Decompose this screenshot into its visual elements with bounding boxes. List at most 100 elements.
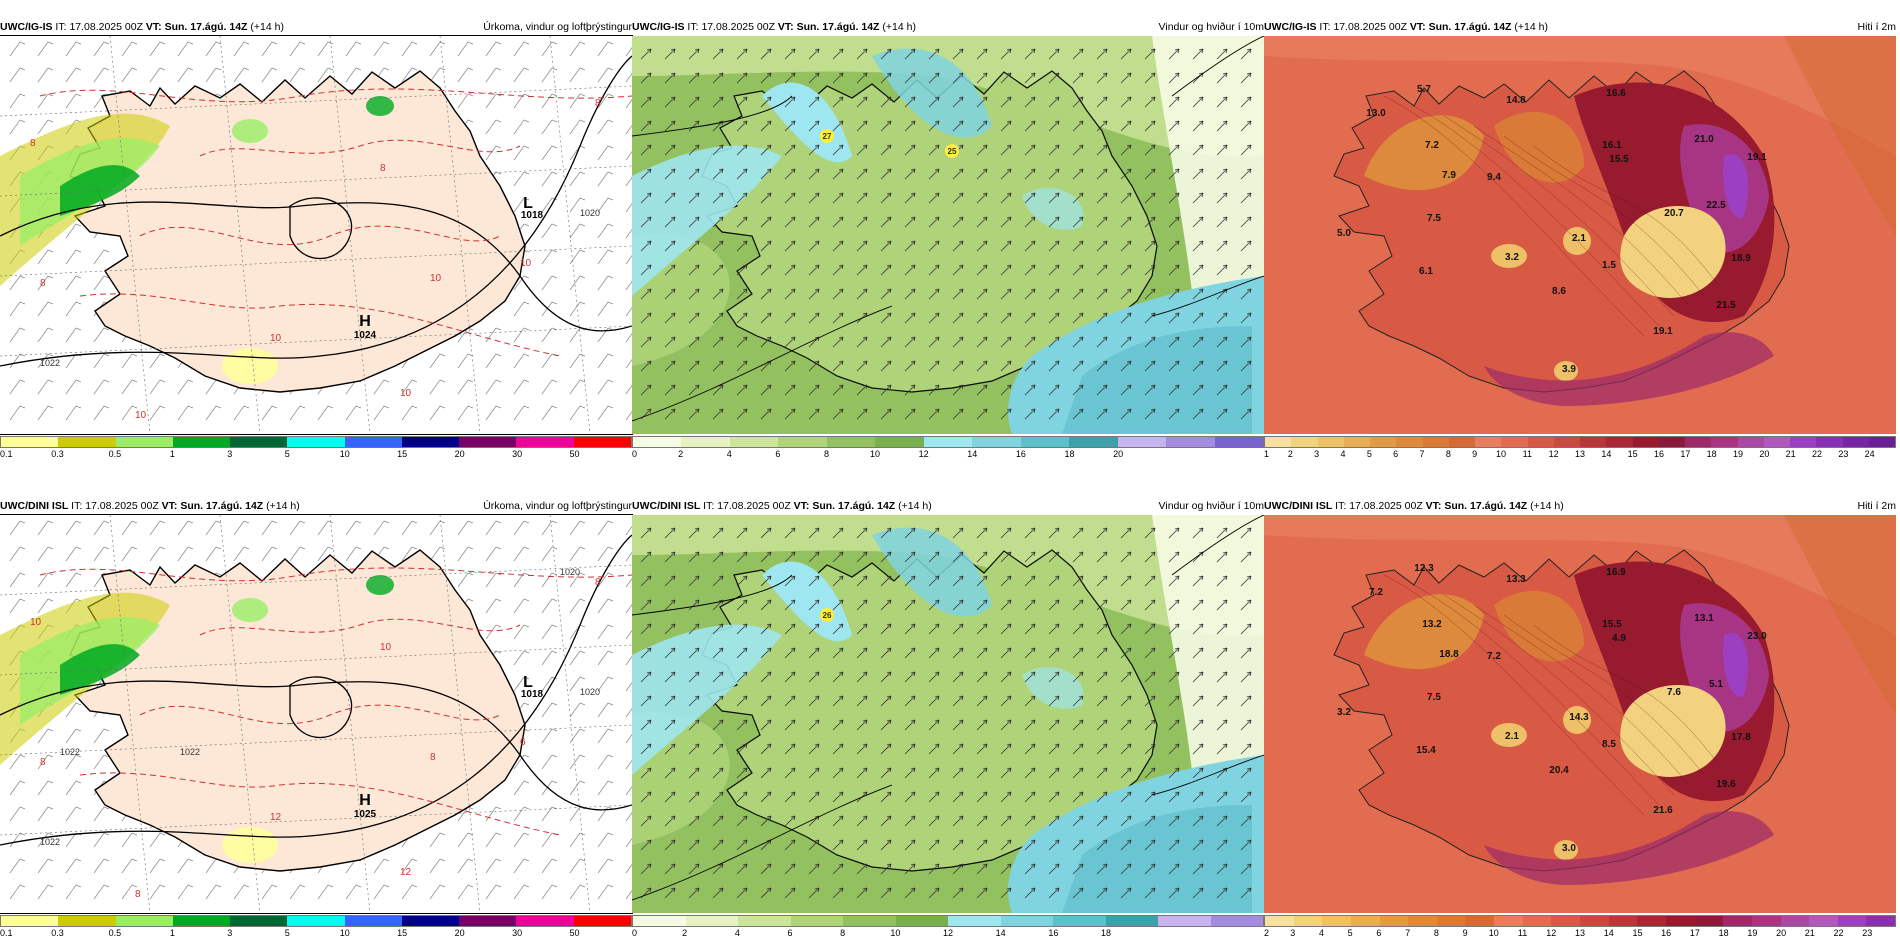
wind-arrow <box>808 240 820 252</box>
wind-arrow <box>736 671 748 683</box>
temperature-label: 8 <box>430 752 436 763</box>
wind-arrow-head <box>1222 527 1228 533</box>
wind-arrow <box>1000 336 1012 348</box>
wind-arrow-head <box>958 168 964 174</box>
wind-barb <box>205 379 217 395</box>
wind-barb-flag <box>607 676 614 680</box>
wind-barb-flag <box>579 572 586 576</box>
wind-barb-flag <box>551 223 558 227</box>
wind-barb-flag <box>19 598 26 602</box>
temperature-value: 16.6 <box>1606 88 1626 99</box>
colorbar-tick-label: 22 <box>1811 449 1823 459</box>
wind-barb-flag <box>271 546 278 550</box>
wind-arrow <box>1000 887 1012 899</box>
wind-arrow <box>760 527 772 539</box>
wind-barb-flag <box>355 67 362 71</box>
map-precip[interactable]: L 1018 H 1024 1022 1020 8 8 10 10 8 10 10 8 10 <box>0 35 633 435</box>
wind-arrow-head <box>742 695 748 701</box>
wind-barb-flag <box>551 405 558 409</box>
wind-arrow-head <box>790 168 796 174</box>
wind-arrow-head <box>790 863 796 869</box>
wind-barb <box>569 145 581 161</box>
wind-barb <box>261 546 273 562</box>
sea-temperature-band <box>1784 36 1896 236</box>
wind-arrow-head <box>934 791 940 797</box>
wind-arrow <box>952 168 964 180</box>
map-temperature[interactable]: 5.7 13.0 7.2 14.8 16.6 16.1 7.9 9.4 15.5 21.0 19.1… <box>1264 36 1896 434</box>
wind-arrow-head <box>1222 719 1228 725</box>
longitude-line <box>329 515 371 913</box>
wind-arrow-head <box>1222 168 1228 174</box>
wind-arrow-head <box>646 647 652 653</box>
wind-arrow-head <box>790 216 796 222</box>
wind-arrow-head <box>1054 72 1060 78</box>
wind-arrow-head <box>1198 791 1204 797</box>
wind-barb-flag <box>607 598 614 602</box>
wind-arrow <box>904 815 916 827</box>
wind-arrow <box>736 120 748 132</box>
wind-barb <box>9 301 21 317</box>
map-wind[interactable]: 26 <box>632 515 1264 913</box>
wind-arrow-head <box>790 767 796 773</box>
wind-arrow <box>1240 192 1252 204</box>
wind-barb <box>569 223 581 239</box>
wind-arrow-head <box>982 743 988 749</box>
wind-arrow-head <box>1078 623 1084 629</box>
colorbar-swatch <box>1553 437 1580 447</box>
wind-barb-flag <box>271 884 278 888</box>
panel-header: UWC/DINI ISL IT: 17.08.2025 00Z VT: Sun.… <box>1264 497 1896 515</box>
wind-arrow-head <box>1030 767 1036 773</box>
wind-barb <box>569 754 581 770</box>
colorbar-swatch <box>923 437 973 447</box>
wind-arrow-head <box>1078 264 1084 270</box>
wind-barb <box>401 858 413 874</box>
wind-arrow-head <box>838 599 844 605</box>
wind-arrow-head <box>1102 815 1108 821</box>
wind-barb <box>205 41 217 57</box>
wind-arrow <box>760 240 772 252</box>
map-wind[interactable]: 27 25 <box>632 36 1264 434</box>
map-temperature[interactable]: 12.3 7.2 13.2 13.3 16.9 15.5 18.8 7.2 4.9 13.1 23.… <box>1264 515 1896 913</box>
wind-arrow-head <box>1222 599 1228 605</box>
wind-arrow <box>1144 815 1156 827</box>
wind-arrow-head <box>1150 599 1156 605</box>
wind-barb <box>541 650 553 666</box>
wind-arrow <box>1024 408 1036 420</box>
temperature-value: 16.9 <box>1606 567 1626 578</box>
wind-barb <box>569 41 581 57</box>
wind-arrow <box>1216 216 1228 228</box>
wind-arrow <box>1048 575 1060 587</box>
wind-arrow <box>832 647 844 659</box>
wind-barb <box>373 41 385 57</box>
wind-arrow-head <box>1222 671 1228 677</box>
wind-arrow <box>1048 863 1060 875</box>
wind-arrow-head <box>766 192 772 198</box>
colorbar-tick-label: 10 <box>339 928 350 938</box>
wind-arrow <box>928 288 940 300</box>
wind-arrow-head <box>1054 695 1060 701</box>
wind-arrow <box>664 240 676 252</box>
wind-arrow-head <box>838 144 844 150</box>
map-precip[interactable]: L 1018 H 1025 1022 1020 1022 1022 1020 8 8 8 6 10 12 12… <box>0 514 633 914</box>
wind-arrow <box>1024 527 1036 539</box>
wind-barb-flag <box>607 572 614 576</box>
wind-arrow-head <box>886 360 892 366</box>
wind-arrow <box>1120 48 1132 60</box>
wind-arrow-head <box>646 599 652 605</box>
wind-arrow <box>832 192 844 204</box>
wind-barb-flag <box>579 119 586 123</box>
wind-barb <box>37 884 49 900</box>
wind-arrow-head <box>766 336 772 342</box>
wind-arrow <box>832 120 844 132</box>
colorbar-swatch <box>826 437 876 447</box>
wind-arrow <box>880 120 892 132</box>
latitude-line <box>0 804 632 836</box>
wind-arrow-head <box>670 527 676 533</box>
wind-arrow-head <box>814 839 820 845</box>
temperature-value: 3.2 <box>1505 252 1519 263</box>
wind-arrow <box>976 384 988 396</box>
wind-arrow-head <box>1126 599 1132 605</box>
wind-arrow-head <box>1222 48 1228 54</box>
wind-arrow <box>832 695 844 707</box>
temperature-label: 8 <box>40 757 46 768</box>
